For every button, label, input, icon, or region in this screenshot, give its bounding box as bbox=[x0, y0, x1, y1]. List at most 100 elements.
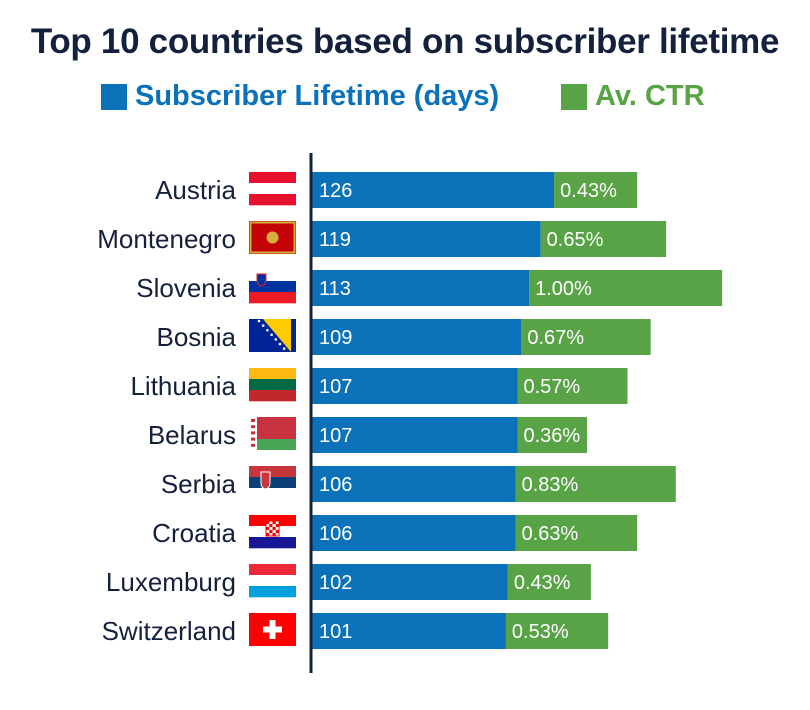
flag-stripe bbox=[249, 270, 296, 282]
bar-ctr bbox=[540, 221, 667, 257]
chart-title: Top 10 countries based on subscriber lif… bbox=[30, 22, 780, 61]
value-label-ctr: 0.63% bbox=[522, 523, 579, 545]
category-label: Luxemburg bbox=[106, 567, 236, 597]
bar-lifetime bbox=[311, 515, 516, 551]
value-label-lifetime: 119 bbox=[319, 229, 351, 251]
flag-check bbox=[275, 524, 279, 527]
category-label: Croatia bbox=[152, 518, 236, 548]
flag-stripe bbox=[249, 586, 296, 598]
flag-pattern bbox=[251, 419, 255, 422]
bosnia-flag-icon bbox=[249, 319, 296, 352]
flag-check bbox=[275, 530, 279, 533]
flag-star bbox=[270, 333, 273, 337]
montenegro-flag-icon bbox=[249, 221, 296, 254]
flag-check bbox=[272, 527, 276, 530]
bar-ctr bbox=[517, 417, 587, 453]
value-label-lifetime: 126 bbox=[319, 180, 352, 202]
flag-stripe bbox=[249, 194, 296, 206]
flag-star bbox=[282, 347, 286, 350]
flag-border bbox=[249, 221, 296, 254]
flag-pattern bbox=[251, 425, 255, 429]
flag-pattern bbox=[251, 431, 255, 435]
category-label: Belarus bbox=[148, 420, 236, 450]
switzerland-flag-icon bbox=[249, 613, 296, 646]
flag-stripe bbox=[249, 477, 296, 489]
value-label-ctr: 0.65% bbox=[547, 229, 604, 251]
flag-stripe bbox=[249, 466, 296, 478]
flag-stripe bbox=[249, 417, 296, 439]
flag-check bbox=[266, 533, 270, 536]
value-label-ctr: 0.43% bbox=[560, 180, 617, 202]
flag-check bbox=[269, 524, 273, 527]
flag-stripe bbox=[249, 379, 296, 391]
flag-check bbox=[266, 521, 270, 524]
flag-star bbox=[274, 338, 278, 341]
legend-swatch-ctr bbox=[561, 83, 587, 110]
bar-lifetime bbox=[311, 466, 516, 502]
value-label-ctr: 0.53% bbox=[512, 621, 569, 643]
value-label-lifetime: 102 bbox=[319, 572, 352, 594]
serbia-flag-icon bbox=[249, 466, 296, 500]
category-label: Serbia bbox=[161, 469, 237, 499]
bar-ctr bbox=[515, 466, 676, 502]
flag-check bbox=[269, 530, 273, 533]
value-label-ctr: 0.36% bbox=[524, 425, 581, 447]
bar-lifetime bbox=[311, 221, 541, 257]
value-label-lifetime: 107 bbox=[319, 425, 352, 447]
flag-check bbox=[272, 521, 276, 524]
flag-star bbox=[257, 319, 261, 323]
bar-lifetime bbox=[311, 417, 518, 453]
flag-stripe bbox=[249, 488, 296, 500]
bar-ctr bbox=[521, 319, 651, 355]
flag-cross bbox=[263, 626, 282, 633]
bar-lifetime bbox=[311, 172, 555, 208]
category-label: Switzerland bbox=[102, 616, 236, 646]
flag-stripe bbox=[249, 537, 296, 549]
luxemburg-flag-icon bbox=[249, 564, 296, 598]
lithuania-flag-icon bbox=[249, 368, 296, 402]
category-label: Bosnia bbox=[157, 322, 237, 352]
legend: Subscriber Lifetime (days) Av. CTR bbox=[0, 80, 810, 120]
category-label: Montenegro bbox=[97, 224, 236, 254]
flag-stripe bbox=[249, 575, 296, 587]
bar-ctr bbox=[515, 515, 638, 551]
belarus-flag-icon bbox=[249, 417, 296, 450]
value-label-ctr: 0.67% bbox=[527, 327, 584, 349]
value-label-lifetime: 101 bbox=[319, 621, 352, 643]
value-label-lifetime: 113 bbox=[319, 278, 351, 300]
flag-pattern bbox=[251, 437, 255, 441]
flag-stripe bbox=[249, 564, 296, 576]
flag-star bbox=[278, 342, 282, 346]
flag-pattern bbox=[251, 443, 255, 447]
value-label-lifetime: 109 bbox=[319, 327, 352, 349]
bar-lifetime bbox=[311, 270, 530, 306]
bar-ctr bbox=[529, 270, 723, 306]
value-label-ctr: 0.83% bbox=[522, 474, 579, 496]
flag-stripe bbox=[249, 439, 296, 450]
slovenia-flag-icon bbox=[249, 270, 296, 304]
flag-emblem bbox=[266, 231, 279, 244]
legend-item-lifetime: Subscriber Lifetime (days) bbox=[101, 80, 499, 113]
bar-lifetime bbox=[311, 613, 506, 649]
bar-ctr bbox=[554, 172, 638, 208]
flag-stripe bbox=[249, 172, 296, 184]
bar-lifetime bbox=[311, 368, 518, 404]
bar-ctr bbox=[517, 368, 628, 404]
flag-stripe bbox=[249, 292, 296, 304]
value-label-ctr: 1.00% bbox=[535, 278, 592, 300]
category-label: Slovenia bbox=[136, 273, 236, 303]
flag-check bbox=[272, 533, 276, 536]
flag-stripe bbox=[249, 390, 296, 402]
croatia-flag-icon bbox=[249, 515, 296, 549]
legend-label-ctr: Av. CTR bbox=[595, 80, 705, 112]
flag-star bbox=[261, 324, 265, 327]
legend-item-ctr: Av. CTR bbox=[561, 80, 705, 113]
flag-emblem bbox=[260, 471, 271, 490]
legend-swatch-lifetime bbox=[101, 83, 127, 110]
bar-ctr bbox=[505, 613, 609, 649]
flag-star bbox=[266, 328, 269, 332]
category-label: Lithuania bbox=[130, 371, 236, 401]
bar-ctr bbox=[507, 564, 591, 600]
bar-lifetime bbox=[311, 319, 522, 355]
